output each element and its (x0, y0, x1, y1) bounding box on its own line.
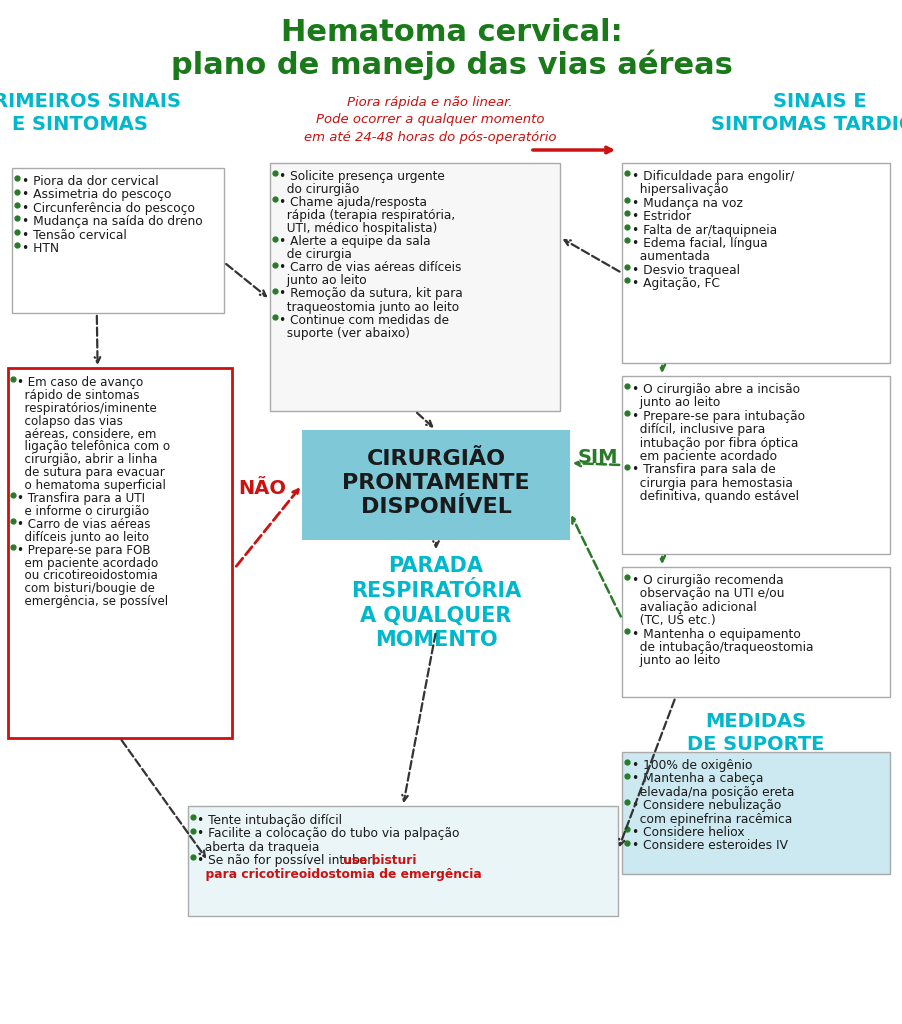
FancyBboxPatch shape (621, 567, 889, 697)
Text: • Transfira para a UTI: • Transfira para a UTI (17, 493, 145, 505)
Text: suporte (ver abaixo): suporte (ver abaixo) (279, 327, 410, 340)
Text: • O cirurgião recomenda: • O cirurgião recomenda (631, 574, 783, 587)
Text: ligação telefônica com o: ligação telefônica com o (17, 440, 170, 454)
Text: UTI, médico hospitalista): UTI, médico hospitalista) (279, 222, 437, 236)
Text: o hematoma superficial: o hematoma superficial (17, 479, 166, 493)
Text: junto ao leito: junto ao leito (279, 274, 366, 288)
Text: • Prepare-se para intubação: • Prepare-se para intubação (631, 410, 805, 423)
FancyBboxPatch shape (8, 368, 232, 738)
FancyBboxPatch shape (621, 376, 889, 554)
Text: • Remoção da sutura, kit para: • Remoção da sutura, kit para (279, 288, 462, 300)
Text: (TC, US etc.): (TC, US etc.) (631, 614, 715, 627)
Text: • Considere nebulização: • Considere nebulização (631, 799, 780, 812)
Text: • Tente intubação difícil: • Tente intubação difícil (197, 814, 342, 827)
Text: • HTN: • HTN (22, 242, 59, 255)
Text: • Tensão cervical: • Tensão cervical (22, 228, 126, 242)
Text: • Agitação, FC: • Agitação, FC (631, 278, 719, 290)
Text: plano de manejo das vias aéreas: plano de manejo das vias aéreas (170, 50, 732, 81)
Text: aéreas, considere, em: aéreas, considere, em (17, 428, 156, 440)
Text: em paciente acordado: em paciente acordado (17, 557, 158, 569)
Text: com bisturi/bougie de: com bisturi/bougie de (17, 583, 155, 595)
Text: • Em caso de avanço: • Em caso de avanço (17, 376, 143, 389)
Text: • Circunferência do pescoço: • Circunferência do pescoço (22, 202, 195, 215)
Text: • Facilite a colocação do tubo via palpação: • Facilite a colocação do tubo via palpa… (197, 827, 459, 841)
Text: Hematoma cervical:: Hematoma cervical: (281, 18, 621, 47)
Text: MEDIDAS
DE SUPORTE: MEDIDAS DE SUPORTE (686, 712, 824, 754)
Text: • Continue com medidas de: • Continue com medidas de (279, 313, 448, 327)
Text: • O cirurgião abre a incisão: • O cirurgião abre a incisão (631, 383, 799, 396)
Text: difíceis junto ao leito: difíceis junto ao leito (17, 530, 149, 544)
Text: aumentada: aumentada (631, 250, 709, 263)
Text: • Considere esteroides IV: • Considere esteroides IV (631, 840, 787, 852)
Text: SINAIS E
SINTOMAS TARDIOS: SINAIS E SINTOMAS TARDIOS (710, 92, 902, 134)
Text: • Carro de vias aéreas: • Carro de vias aéreas (17, 518, 151, 530)
Text: difícil, inclusive para: difícil, inclusive para (631, 423, 764, 436)
Text: • Mantenha a cabeça: • Mantenha a cabeça (631, 772, 762, 785)
Text: • Mantenha o equipamento: • Mantenha o equipamento (631, 628, 800, 640)
FancyBboxPatch shape (621, 163, 889, 362)
Text: • Solicite presença urgente: • Solicite presença urgente (279, 170, 445, 183)
Text: • Estridor: • Estridor (631, 210, 690, 223)
FancyBboxPatch shape (12, 168, 224, 313)
Text: • Piora da dor cervical: • Piora da dor cervical (22, 175, 159, 188)
Text: cirurgião, abrir a linha: cirurgião, abrir a linha (17, 454, 157, 466)
Text: • 100% de oxigênio: • 100% de oxigênio (631, 759, 751, 772)
Text: • Carro de vias aéreas difíceis: • Carro de vias aéreas difíceis (279, 261, 461, 274)
FancyBboxPatch shape (270, 163, 559, 411)
Text: de cirurgia: de cirurgia (279, 248, 352, 261)
Text: NÃO: NÃO (238, 479, 286, 498)
Text: • Falta de ar/taquipneia: • Falta de ar/taquipneia (631, 223, 777, 237)
FancyBboxPatch shape (188, 806, 617, 916)
Text: hipersalivação: hipersalivação (631, 183, 728, 197)
Text: cirurgia para hemostasia: cirurgia para hemostasia (631, 476, 792, 489)
Text: use bisturi: use bisturi (343, 854, 416, 867)
Text: Piora rápida e não linear.
Pode ocorrer a qualquer momento
em até 24-48 horas do: Piora rápida e não linear. Pode ocorrer … (303, 96, 556, 144)
Text: CIRURGIÃO
PRONTAMENTE
DISPONÍVEL: CIRURGIÃO PRONTAMENTE DISPONÍVEL (342, 449, 529, 517)
Text: ou cricotireoidostomia: ou cricotireoidostomia (17, 569, 158, 583)
Text: junto ao leito: junto ao leito (631, 654, 720, 668)
Text: observação na UTI e/ou: observação na UTI e/ou (631, 588, 784, 600)
Text: e informe o cirurgião: e informe o cirurgião (17, 505, 149, 518)
Text: • Considere heliox: • Considere heliox (631, 826, 744, 839)
Text: em paciente acordado: em paciente acordado (631, 450, 777, 463)
Text: traqueostomia junto ao leito: traqueostomia junto ao leito (279, 300, 458, 313)
Text: junto ao leito: junto ao leito (631, 396, 720, 410)
Text: de intubação/traqueostomia: de intubação/traqueostomia (631, 641, 813, 654)
Text: emergência, se possível: emergência, se possível (17, 595, 168, 608)
Text: • Mudança na saída do dreno: • Mudança na saída do dreno (22, 215, 203, 228)
Text: rápida (terapia respiratória,: rápida (terapia respiratória, (279, 209, 455, 222)
Text: do cirurgião: do cirurgião (279, 183, 359, 196)
Text: para cricotireoidostomia de emergência: para cricotireoidostomia de emergência (197, 867, 481, 881)
Text: de sutura para evacuar: de sutura para evacuar (17, 466, 164, 479)
Text: • Chame ajuda/resposta: • Chame ajuda/resposta (279, 197, 427, 209)
Text: respiratórios/iminente: respiratórios/iminente (17, 401, 157, 415)
Text: • Assimetria do pescoço: • Assimetria do pescoço (22, 188, 171, 202)
Text: • Transfira para sala de: • Transfira para sala de (631, 463, 775, 476)
Text: definitiva, quando estável: definitiva, quando estável (631, 490, 798, 503)
Text: • Se não for possível intubar,: • Se não for possível intubar, (197, 854, 380, 867)
Text: SIM: SIM (577, 449, 618, 467)
Text: • Alerte a equipe da sala: • Alerte a equipe da sala (279, 236, 430, 248)
Text: PARADA
RESPIRATÓRIA
A QUALQUER
MOMENTO: PARADA RESPIRATÓRIA A QUALQUER MOMENTO (351, 556, 520, 650)
Text: • Edema facial, língua: • Edema facial, língua (631, 237, 767, 250)
FancyBboxPatch shape (301, 430, 569, 540)
Text: • Prepare-se para FOB: • Prepare-se para FOB (17, 544, 151, 557)
Text: intubação por fibra óptica: intubação por fibra óptica (631, 436, 797, 450)
Text: avaliação adicional: avaliação adicional (631, 601, 756, 613)
Text: • Dificuldade para engolir/: • Dificuldade para engolir/ (631, 170, 794, 183)
Text: elevada/na posição ereta: elevada/na posição ereta (631, 785, 794, 799)
Text: aberta da traqueia: aberta da traqueia (197, 841, 319, 854)
FancyBboxPatch shape (621, 752, 889, 874)
Text: • Desvio traqueal: • Desvio traqueal (631, 263, 739, 276)
Text: • Mudança na voz: • Mudança na voz (631, 197, 742, 210)
Text: rápido de sintomas: rápido de sintomas (17, 389, 139, 401)
Text: colapso das vias: colapso das vias (17, 415, 123, 428)
Text: PRIMEIROS SINAIS
E SINTOMAS: PRIMEIROS SINAIS E SINTOMAS (0, 92, 180, 134)
Text: com epinefrina racêmica: com epinefrina racêmica (631, 812, 791, 825)
